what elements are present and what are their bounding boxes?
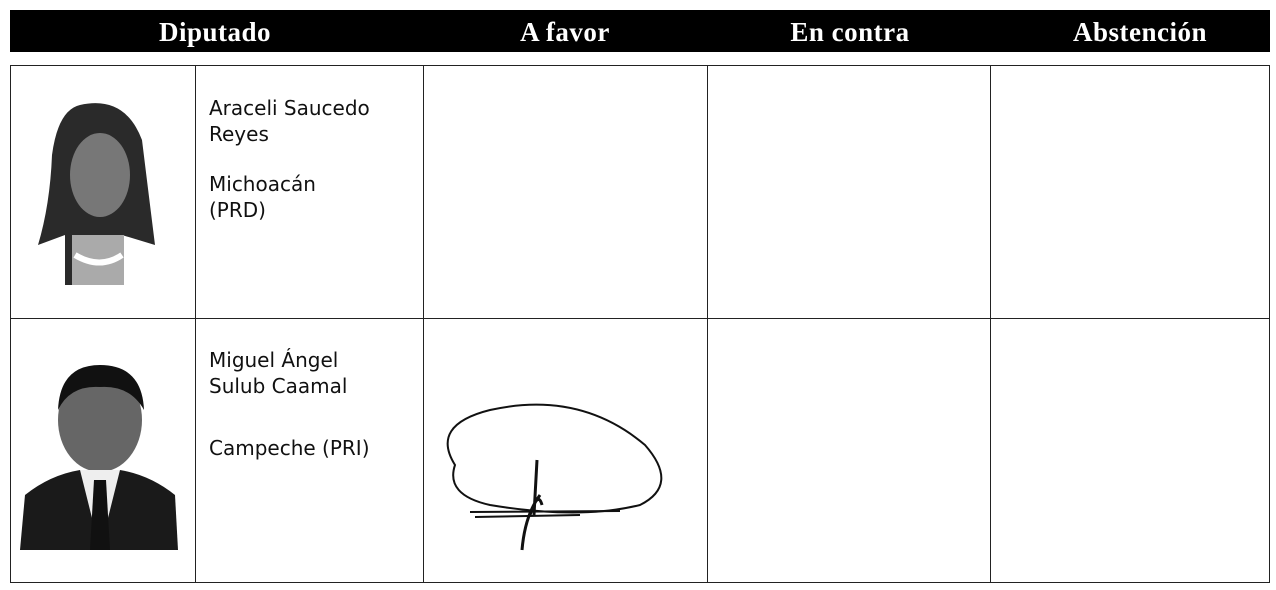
column-header: Diputado xyxy=(158,17,272,47)
location-line: Michoacán xyxy=(209,172,316,196)
vote-cell xyxy=(990,65,1270,319)
vote-cell xyxy=(990,318,1270,583)
column-header: A favor xyxy=(520,17,610,47)
vote-cell xyxy=(707,65,991,319)
name-line: Araceli Saucedo xyxy=(209,96,370,120)
spacer xyxy=(209,399,370,435)
location-line: Campeche (PRI) xyxy=(209,436,370,460)
photo xyxy=(38,103,155,285)
deputy-info: Miguel Ángel Sulub Caamal Campeche (PRI) xyxy=(209,347,370,461)
header-bar: Diputado A favor En contra Abstención xyxy=(10,10,1270,52)
vote-cell xyxy=(423,65,708,319)
name-line: Miguel Ángel xyxy=(209,348,339,372)
name-line: Reyes xyxy=(209,122,269,146)
column-header: En contra xyxy=(790,17,910,47)
vote-cell xyxy=(707,318,991,583)
column-header: Abstención xyxy=(1072,17,1207,47)
spacer xyxy=(209,147,370,171)
signature xyxy=(446,403,663,551)
name-line: Sulub Caamal xyxy=(209,374,348,398)
location-line: (PRD) xyxy=(209,198,266,222)
deputy-info: Araceli Saucedo Reyes Michoacán (PRD) xyxy=(209,95,370,223)
photo xyxy=(20,365,178,550)
